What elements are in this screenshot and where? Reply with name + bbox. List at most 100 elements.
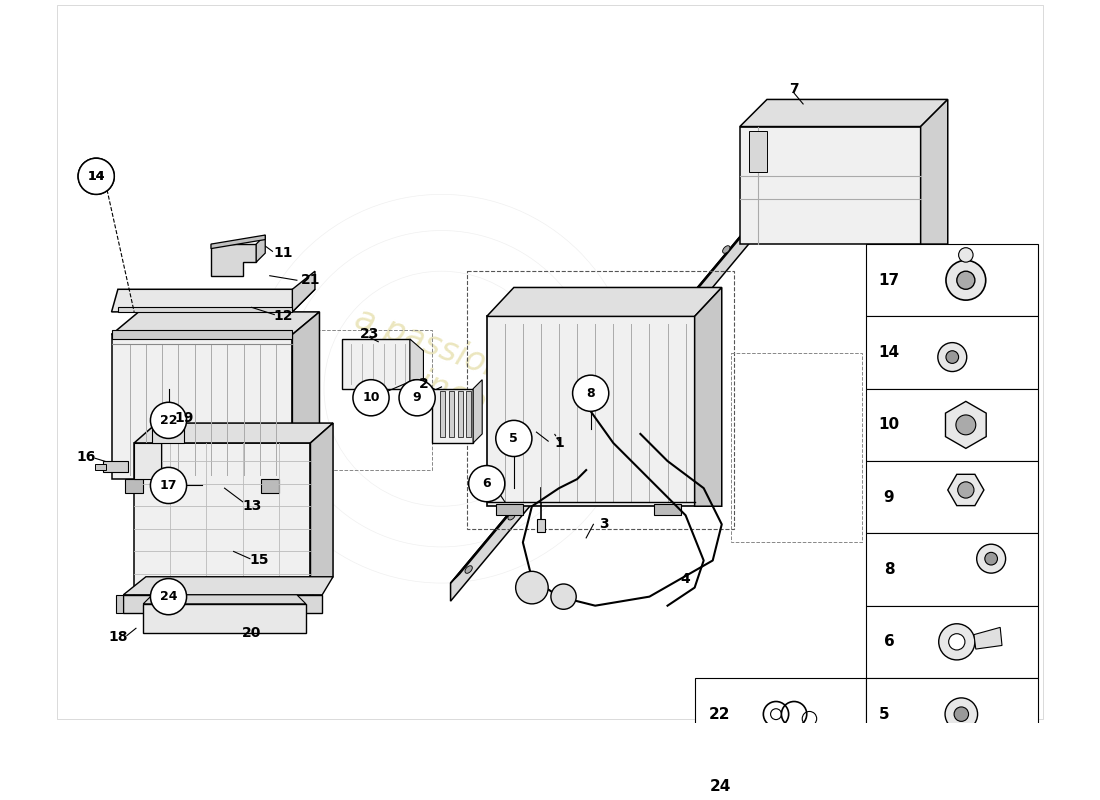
Polygon shape (496, 505, 522, 515)
Circle shape (151, 402, 187, 438)
Bar (867, 678, 1038, 750)
Polygon shape (117, 595, 123, 613)
Polygon shape (473, 380, 482, 443)
Text: 905 02: 905 02 (923, 797, 981, 800)
Text: 24: 24 (160, 590, 177, 603)
Ellipse shape (594, 406, 601, 414)
Circle shape (151, 467, 187, 503)
Text: 6: 6 (883, 634, 894, 650)
Bar (96, 464, 106, 470)
Circle shape (958, 248, 974, 262)
Polygon shape (451, 125, 835, 583)
Ellipse shape (680, 299, 688, 306)
Polygon shape (134, 443, 162, 479)
Bar (449, 391, 454, 437)
Text: 22: 22 (160, 414, 177, 427)
Text: a passion for parts
since 1985: a passion for parts since 1985 (338, 302, 654, 475)
Ellipse shape (551, 459, 558, 466)
Text: 14: 14 (87, 170, 104, 182)
Text: 19: 19 (174, 410, 194, 425)
Ellipse shape (808, 139, 816, 146)
Polygon shape (211, 244, 256, 276)
Text: 1: 1 (554, 436, 564, 450)
Polygon shape (143, 595, 306, 604)
Polygon shape (654, 505, 681, 515)
Polygon shape (694, 287, 722, 506)
FancyBboxPatch shape (862, 746, 1042, 800)
Polygon shape (111, 290, 315, 312)
Polygon shape (261, 479, 278, 493)
Polygon shape (293, 312, 319, 479)
Circle shape (938, 342, 967, 371)
Polygon shape (134, 423, 333, 443)
Circle shape (399, 380, 436, 416)
Polygon shape (111, 334, 293, 479)
Polygon shape (486, 316, 694, 506)
Circle shape (353, 380, 389, 416)
Circle shape (151, 578, 187, 614)
Text: 14: 14 (879, 345, 900, 360)
Text: 3: 3 (600, 518, 609, 531)
Polygon shape (410, 339, 424, 399)
Text: 8: 8 (586, 386, 595, 400)
Polygon shape (143, 604, 306, 633)
Polygon shape (111, 312, 319, 334)
Circle shape (948, 634, 965, 650)
Text: 6: 6 (483, 477, 491, 490)
Polygon shape (123, 577, 333, 595)
Polygon shape (974, 627, 1002, 649)
Bar (694, 678, 867, 750)
Bar (466, 271, 734, 529)
Text: 11: 11 (274, 246, 293, 260)
Polygon shape (118, 307, 293, 312)
Text: 12: 12 (274, 310, 293, 323)
Polygon shape (342, 339, 410, 389)
Polygon shape (125, 479, 143, 493)
Polygon shape (946, 402, 987, 448)
Circle shape (977, 544, 1005, 573)
Circle shape (938, 624, 975, 660)
Text: 17: 17 (160, 479, 177, 492)
Text: 18: 18 (108, 630, 128, 644)
Text: 21: 21 (300, 274, 320, 287)
Polygon shape (152, 420, 184, 443)
Ellipse shape (465, 566, 472, 574)
Polygon shape (134, 443, 310, 597)
Polygon shape (749, 131, 767, 172)
Text: 24: 24 (710, 779, 730, 794)
Bar (867, 316, 1038, 389)
Text: 16: 16 (77, 450, 96, 463)
Ellipse shape (723, 246, 730, 254)
Polygon shape (921, 99, 948, 244)
Bar (102, 461, 128, 472)
Circle shape (958, 482, 974, 498)
Text: 4: 4 (681, 571, 691, 586)
Ellipse shape (637, 352, 645, 360)
Bar (537, 519, 544, 531)
Bar (730, 353, 862, 542)
Circle shape (573, 375, 608, 411)
Text: 8: 8 (883, 562, 894, 577)
Bar (458, 391, 463, 437)
Text: 10: 10 (879, 418, 900, 432)
Ellipse shape (508, 512, 515, 520)
Text: 2: 2 (419, 378, 428, 391)
Circle shape (984, 552, 998, 565)
Bar (867, 389, 1038, 461)
Polygon shape (486, 287, 722, 316)
Circle shape (551, 584, 576, 610)
Text: 5: 5 (509, 432, 518, 445)
Bar (440, 391, 446, 437)
Bar (867, 244, 1038, 316)
Bar (111, 330, 293, 339)
Text: 9: 9 (412, 391, 421, 404)
Circle shape (957, 271, 975, 290)
Polygon shape (451, 134, 826, 601)
Text: 15: 15 (250, 554, 268, 567)
Text: 14: 14 (87, 170, 104, 182)
Polygon shape (826, 118, 848, 152)
Text: 13: 13 (242, 499, 262, 514)
Bar (867, 606, 1038, 678)
Circle shape (496, 420, 532, 457)
Polygon shape (948, 474, 983, 506)
